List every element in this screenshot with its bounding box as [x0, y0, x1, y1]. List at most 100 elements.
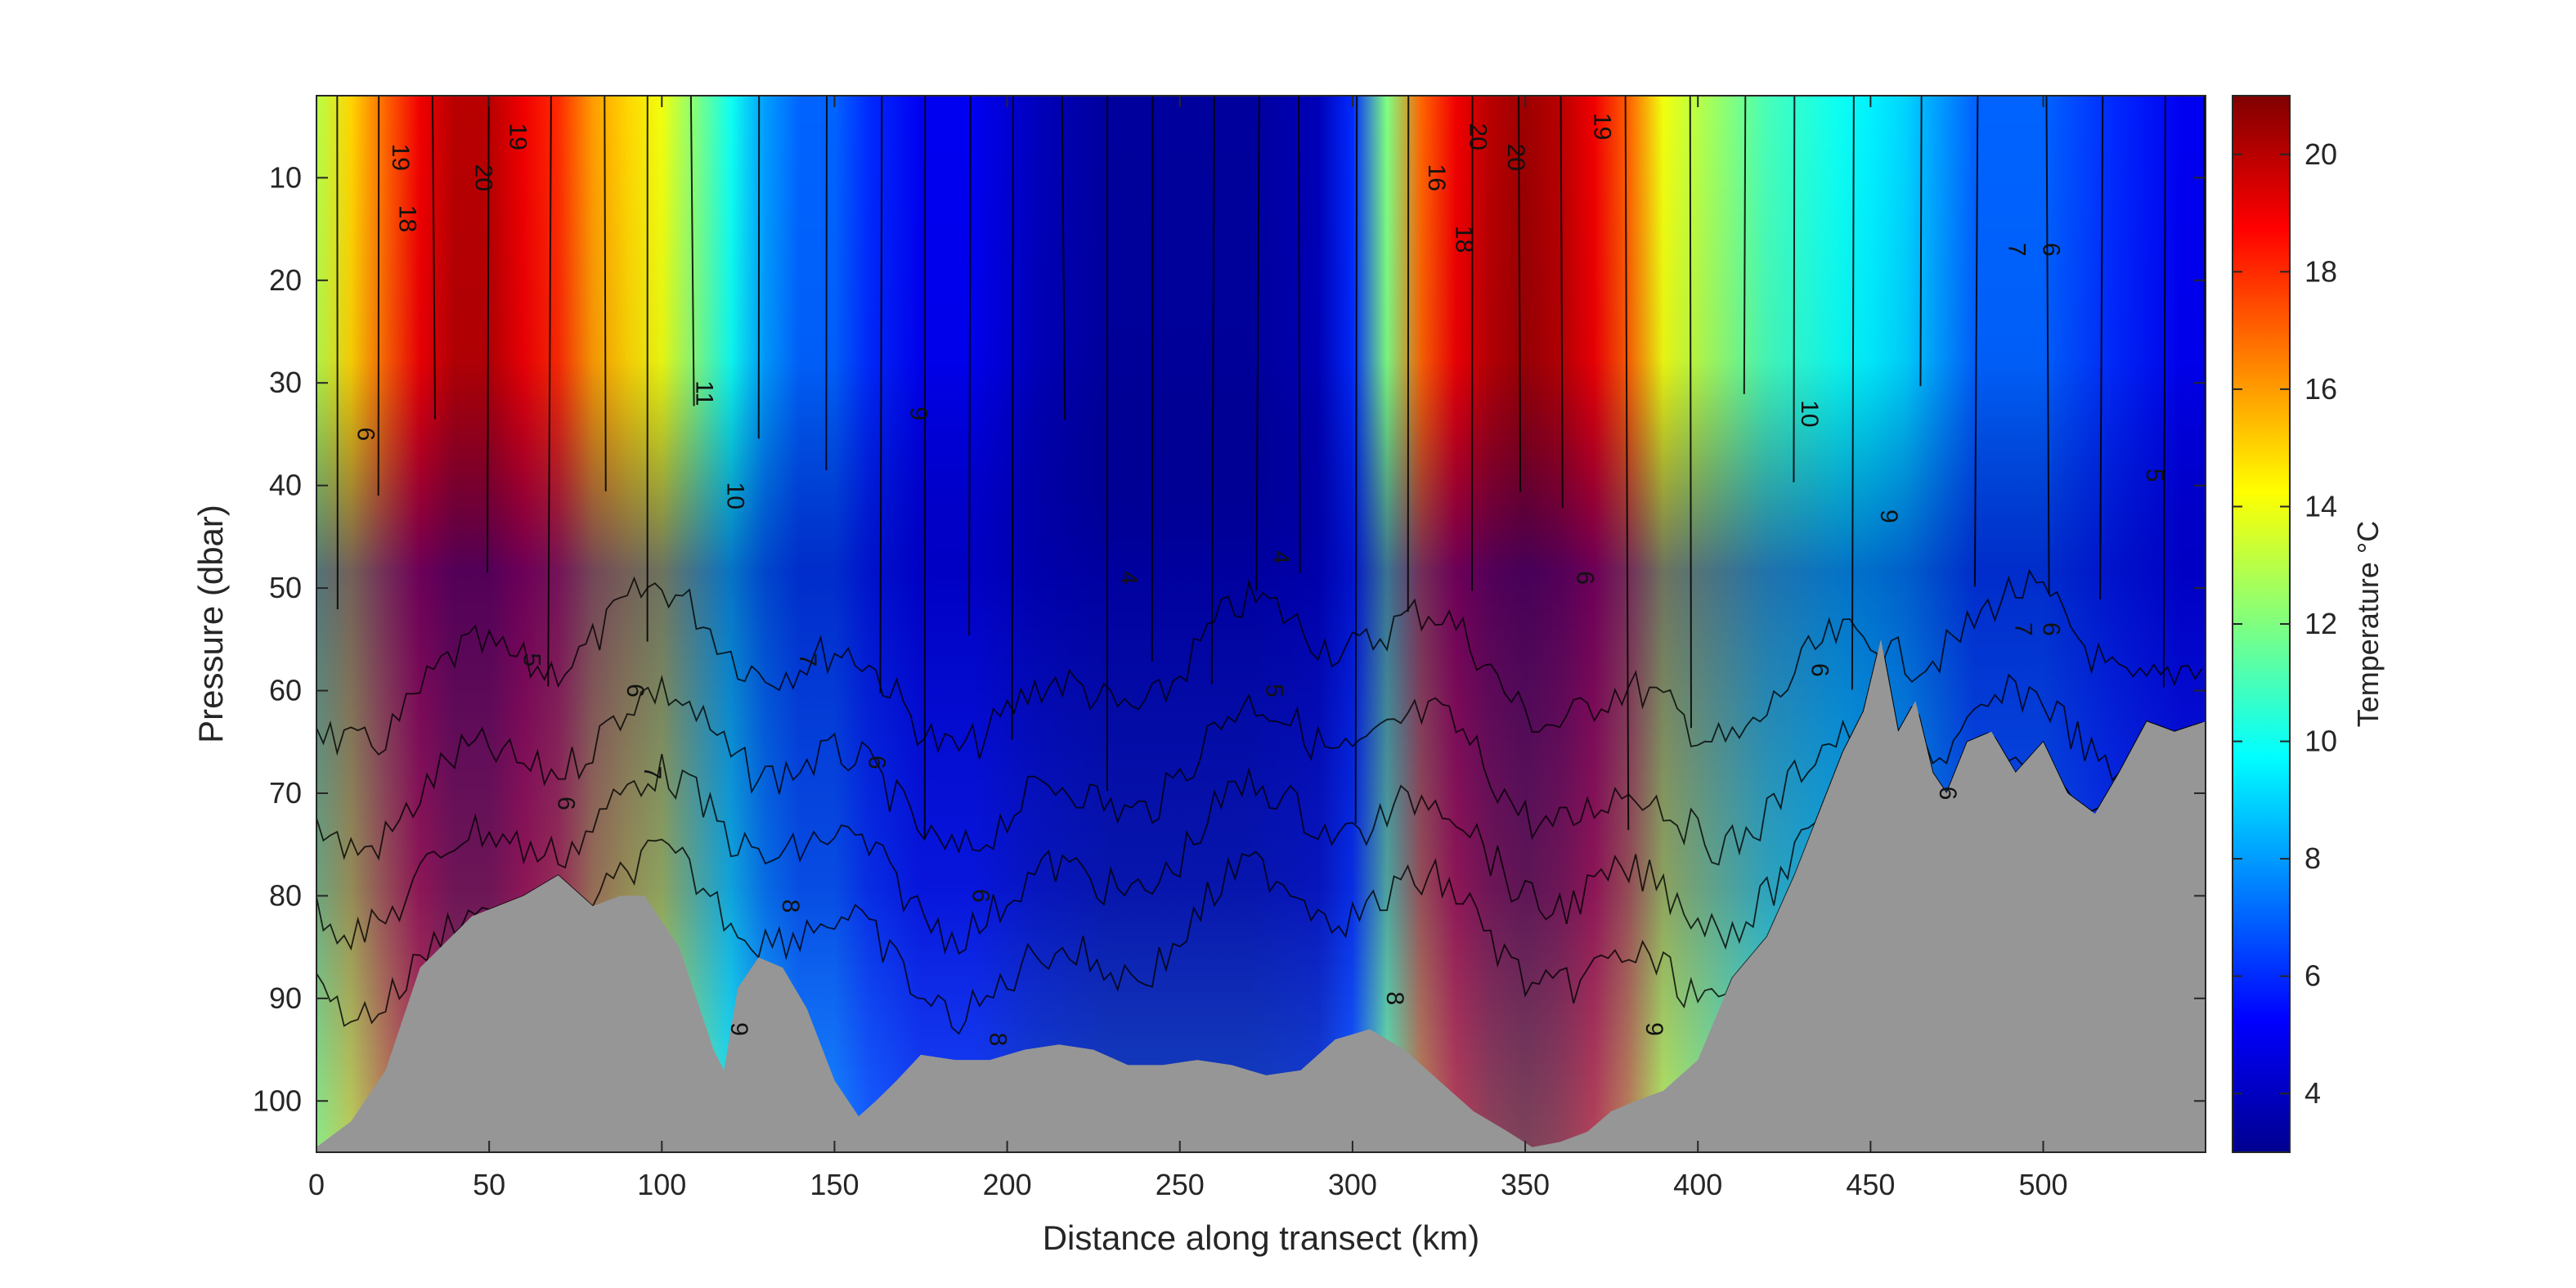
- contour-line: [1689, 96, 1692, 729]
- colorbar-tick-label: 12: [2304, 607, 2337, 640]
- contour-label: 6: [2038, 243, 2065, 257]
- contour-label: 6: [967, 889, 994, 903]
- colorbar-tick-label: 4: [2304, 1076, 2321, 1110]
- contour-line: [604, 96, 607, 491]
- contour-line: [1743, 96, 1747, 394]
- contour-line: [486, 96, 490, 573]
- x-axis-title: Distance along transect (km): [1043, 1218, 1480, 1257]
- contour-label: 11: [691, 380, 718, 406]
- contour-line: [1255, 96, 1260, 591]
- contour-line: [1793, 96, 1796, 482]
- contour-line: [547, 96, 552, 687]
- contour-label: 18: [393, 205, 420, 232]
- y-tick-label: 90: [269, 981, 302, 1015]
- contour-line: [1354, 96, 1358, 824]
- contour-line: [1973, 96, 1979, 587]
- contour-line: [1298, 96, 1301, 573]
- x-tick-label: 300: [1328, 1168, 1377, 1201]
- contour-label: 19: [505, 123, 532, 150]
- x-tick-label: 350: [1501, 1168, 1550, 1201]
- contour-line: [1061, 96, 1066, 420]
- x-tick-label: 400: [1673, 1168, 1722, 1201]
- contour-label: 18: [1451, 226, 1478, 253]
- contour-line: [1624, 96, 1630, 830]
- colorbar-tick-label: 10: [2304, 725, 2337, 758]
- contour-label: 9: [1875, 509, 1902, 523]
- x-tick-label: 500: [2018, 1168, 2067, 1201]
- contour-label: 16: [1423, 164, 1450, 191]
- contour-label: 20: [1502, 144, 1529, 171]
- contour-label: 6: [1806, 663, 1833, 677]
- x-tick-label: 50: [473, 1168, 505, 1201]
- contour-label: 5: [518, 653, 545, 667]
- contour-label: 6: [1934, 787, 1961, 801]
- contour-line: [1919, 96, 1923, 387]
- y-tick-label: 40: [269, 469, 302, 502]
- colorbar-tick-label: 18: [2304, 254, 2337, 288]
- x-tick-label: 250: [1156, 1168, 1205, 1201]
- contour-line: [2162, 96, 2166, 688]
- contour-label: 19: [1588, 113, 1615, 140]
- contour-line: [2099, 96, 2104, 600]
- contour-line: [689, 96, 695, 406]
- contour-line: [1011, 96, 1014, 740]
- colorbar-tick-label: 20: [2304, 137, 2337, 171]
- contour-label: 8: [777, 900, 804, 913]
- colorbar-tick-label: 14: [2304, 489, 2337, 523]
- contour-line: [1518, 96, 1522, 492]
- contour-line: [825, 96, 828, 470]
- contour-line: [1560, 96, 1564, 508]
- colorbar-title: Temperature °C: [2351, 521, 2385, 728]
- y-tick-label: 100: [253, 1084, 302, 1117]
- contour-line: [431, 96, 437, 420]
- colorbar-ticks: 4 6 8 10 12 14 16 18 20: [2233, 137, 2337, 1110]
- plot-area: 1920191811106566778996684458162020191869…: [316, 96, 2206, 1152]
- colorbar-tick-label: 16: [2304, 372, 2337, 406]
- contour-label: 10: [1796, 400, 1823, 427]
- contour-label: 4: [1268, 550, 1295, 564]
- y-tick-label: 20: [269, 263, 302, 297]
- contour-label: 5: [2141, 469, 2168, 482]
- contour-label: 8: [984, 1033, 1011, 1047]
- y-tick-label: 10: [269, 160, 302, 194]
- y-tick-label: 50: [269, 571, 302, 604]
- contour-line: [1407, 96, 1410, 613]
- y-tick-label: 60: [269, 674, 302, 707]
- contour-label: 7: [794, 653, 821, 667]
- contour-labels: 1920191811106566778996684458162020191869…: [352, 113, 2169, 1046]
- contour-label: 7: [2003, 243, 2030, 257]
- contour-lines: [316, 96, 2206, 1035]
- contour-label: 20: [469, 164, 496, 191]
- x-tick-label: 100: [637, 1168, 686, 1201]
- contour-label: 7: [2010, 622, 2037, 636]
- contour-line: [1210, 96, 1215, 684]
- contour-label: 4: [1115, 571, 1142, 585]
- contour-label: 9: [1640, 1022, 1667, 1036]
- contour-line: [968, 96, 972, 636]
- y-axis-title: Pressure (dbar): [191, 505, 230, 743]
- contour-line: [316, 568, 2203, 760]
- y-tick-label: 80: [269, 878, 302, 912]
- contour-label: 6: [864, 756, 891, 770]
- contour-line: [336, 96, 339, 610]
- seabed-area: [316, 639, 2206, 1152]
- y-axis: 10 20 30 40 50 60 70 80 90 100: [253, 160, 2206, 1117]
- contour-line: [1851, 96, 1855, 690]
- contour-line: [1471, 96, 1474, 591]
- contour-label: 7: [639, 766, 666, 780]
- contour-line: [1151, 96, 1154, 662]
- x-tick-label: 200: [983, 1168, 1032, 1201]
- x-axis: 0 50 100 150 200 250 300 350 400 450 500: [308, 96, 2068, 1201]
- x-tick-label: 150: [810, 1168, 859, 1201]
- colorbar: 4 6 8 10 12 14 16 18 20 Temperature °C: [2232, 95, 2385, 1153]
- contour-label: 6: [622, 684, 648, 698]
- contour-label: 10: [721, 482, 748, 509]
- colorbar-tick-label: 8: [2304, 841, 2321, 875]
- colorbar-tick-label: 6: [2304, 959, 2321, 993]
- contour-label: 6: [553, 797, 580, 810]
- contour-label: 20: [1465, 123, 1492, 150]
- contour-label: 8: [1381, 991, 1408, 1005]
- contour-label: 6: [1571, 571, 1598, 585]
- contour-label: 9: [904, 407, 931, 421]
- contour-line: [316, 653, 2203, 1035]
